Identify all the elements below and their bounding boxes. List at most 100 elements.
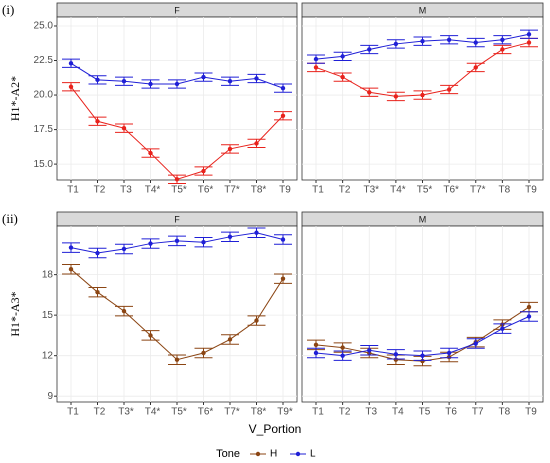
point — [254, 76, 259, 81]
point — [148, 150, 153, 156]
point — [473, 65, 478, 70]
point — [254, 318, 259, 323]
legend-label: L — [310, 449, 316, 460]
point — [68, 84, 74, 89]
point — [68, 245, 74, 250]
x-tick-label: T1 — [312, 185, 324, 196]
x-tick-label: T2 — [339, 185, 351, 196]
point — [68, 267, 74, 272]
y-tick-label: 22.5 — [34, 55, 54, 66]
point — [340, 345, 345, 350]
point — [500, 326, 505, 331]
point — [393, 41, 399, 47]
y-tick-label: 17.5 — [34, 124, 54, 135]
x-tick-label: T8* — [251, 185, 267, 196]
point — [526, 314, 532, 319]
legend-title: Tone — [216, 448, 240, 460]
point — [313, 56, 319, 62]
point — [313, 350, 319, 356]
point — [393, 352, 399, 357]
legend-label: H — [270, 449, 277, 460]
strip-title: M — [419, 214, 427, 224]
x-tick-label: T3* — [363, 185, 379, 196]
point — [121, 125, 127, 131]
point — [121, 308, 127, 314]
point — [280, 276, 286, 281]
x-tick-label: T5 — [419, 407, 431, 418]
point — [254, 230, 259, 235]
y-axis-title: H1*-A2* — [8, 76, 22, 121]
y-axis-title: H1*-A3* — [8, 291, 22, 336]
point — [313, 342, 319, 348]
x-tick-label: T3 — [365, 407, 377, 418]
point — [340, 54, 345, 59]
point — [95, 289, 100, 295]
point — [95, 77, 100, 83]
x-tick-label: T7* — [224, 185, 240, 196]
x-tick-label: T6* — [198, 185, 214, 196]
point — [95, 119, 100, 124]
point — [446, 37, 452, 42]
point — [95, 250, 100, 256]
point — [121, 79, 127, 84]
point — [367, 47, 372, 52]
x-tick-label: T5* — [171, 185, 187, 196]
x-tick-label: T6* — [198, 407, 214, 418]
x-tick-label: T4* — [145, 185, 161, 196]
point — [313, 65, 319, 70]
point — [473, 40, 478, 45]
y-tick-label: 18 — [42, 269, 54, 280]
point — [148, 241, 153, 246]
x-tick-label: T4 — [392, 407, 404, 418]
point — [174, 81, 180, 87]
x-tick-label: T9 — [279, 185, 291, 196]
x-tick-label: T1 — [312, 407, 324, 418]
x-tick-label: T2 — [94, 185, 106, 196]
strip-title: F — [174, 214, 180, 224]
point — [526, 304, 532, 310]
x-tick-label: T9* — [277, 407, 293, 418]
x-tick-label: T7* — [470, 185, 486, 196]
point — [280, 113, 286, 118]
strip-title: M — [419, 5, 427, 15]
point — [227, 146, 233, 152]
point — [148, 333, 153, 338]
point — [201, 168, 206, 174]
point — [500, 47, 505, 52]
x-tick-label: T6 — [445, 407, 457, 418]
y-tick-label: 15.0 — [34, 159, 54, 170]
x-tick-label: T7* — [224, 407, 240, 418]
point — [526, 32, 532, 37]
point — [280, 85, 286, 91]
y-tick-label: 25.0 — [34, 21, 54, 32]
point — [473, 341, 478, 346]
point — [340, 74, 345, 80]
point — [446, 350, 452, 356]
point — [148, 81, 153, 87]
y-tick-label: 15 — [42, 310, 54, 321]
point — [174, 177, 180, 182]
y-tick-label: 9 — [47, 391, 53, 402]
x-tick-label: T9 — [525, 407, 537, 418]
x-tick-label: T8* — [251, 407, 267, 418]
point — [420, 353, 425, 358]
x-tick-label: T4* — [145, 407, 161, 418]
x-tick-label: T1 — [67, 407, 79, 418]
panel-label: (i) — [2, 2, 14, 17]
x-tick-label: T5* — [171, 407, 187, 418]
x-axis-title: V_Portion — [249, 422, 302, 436]
x-tick-label: T7 — [472, 407, 484, 418]
point — [393, 94, 399, 99]
point — [254, 141, 259, 146]
point — [500, 37, 505, 42]
x-tick-label: T6* — [443, 185, 459, 196]
point — [420, 92, 425, 98]
point — [420, 38, 425, 44]
point — [227, 79, 233, 84]
point — [174, 357, 180, 362]
point — [174, 238, 180, 244]
x-tick-label: T8 — [499, 185, 511, 196]
strip-title: F — [174, 5, 180, 15]
point — [68, 61, 74, 66]
point — [201, 240, 206, 245]
